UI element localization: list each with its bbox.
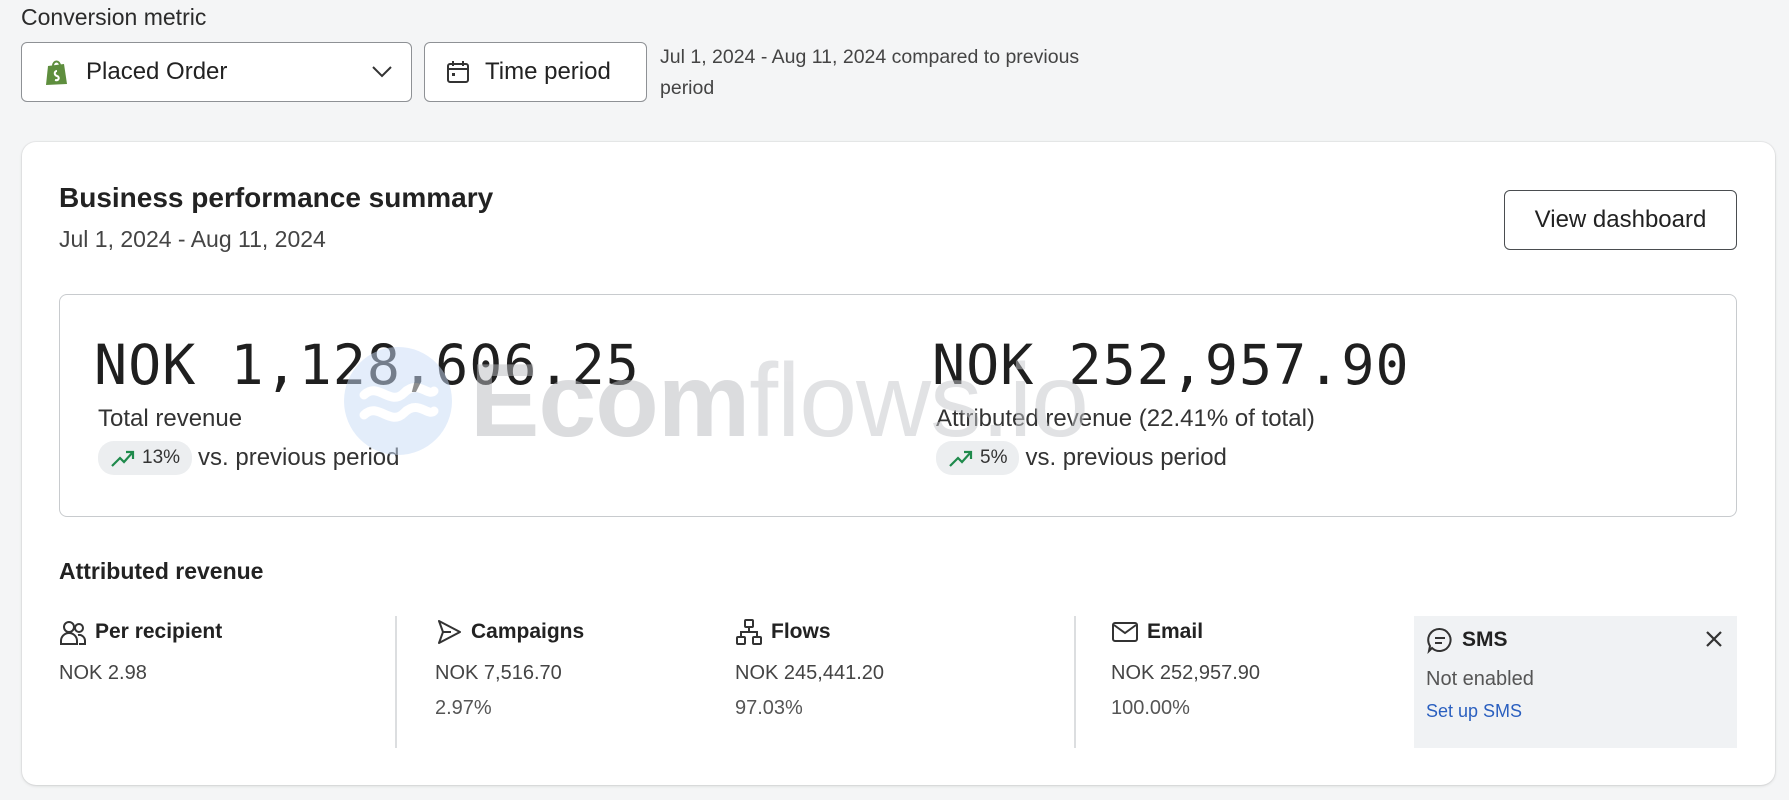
campaigns-value: NOK 7,516.70 xyxy=(435,662,562,684)
total-revenue-comparison: 13% vs. previous period xyxy=(98,441,640,475)
attributed-revenue-label: Attributed revenue (22.41% of total) xyxy=(936,405,1315,432)
conversion-metric-label: Conversion metric xyxy=(21,4,207,30)
change-value: 5% xyxy=(980,447,1008,468)
sms-label: SMS xyxy=(1462,628,1508,651)
card-date-range: Jul 1, 2024 - Aug 11, 2024 xyxy=(59,226,326,252)
attributed-revenue-stat: NOK 252,957.90 Attributed revenue (22.41… xyxy=(932,333,1410,475)
per-recipient-value: NOK 2.98 xyxy=(59,662,147,684)
attributed-revenue-title: Attributed revenue xyxy=(59,558,264,584)
email-pct: 100.00% xyxy=(1111,697,1190,719)
business-performance-card: Business performance summary Jul 1, 2024… xyxy=(22,142,1775,785)
shopify-icon xyxy=(46,60,67,85)
comparison-text: vs. previous period xyxy=(198,444,400,471)
attributed-revenue-value: NOK 252,957.90 xyxy=(932,333,1410,397)
email-label: Email xyxy=(1147,620,1204,643)
flows-icon xyxy=(736,619,762,645)
time-period-button[interactable]: Time period xyxy=(424,42,647,102)
total-revenue-stat: NOK 1,128,606.25 Total revenue 13% vs. p… xyxy=(94,333,640,475)
campaigns-label: Campaigns xyxy=(471,620,585,643)
change-value: 13% xyxy=(142,447,181,468)
email-metric: Email NOK 252,957.90 100.00% xyxy=(1111,616,1260,720)
send-icon xyxy=(438,620,461,644)
mail-icon xyxy=(1112,622,1138,642)
attributed-revenue-comparison: 5% vs. previous period xyxy=(936,441,1410,475)
period-description: Jul 1, 2024 - Aug 11, 2024 compared to p… xyxy=(660,46,1080,99)
change-badge: 13% xyxy=(98,441,193,475)
flows-pct: 97.03% xyxy=(735,697,803,719)
view-dashboard-button[interactable]: View dashboard xyxy=(1504,190,1737,250)
total-revenue-label: Total revenue xyxy=(98,405,243,432)
conversion-metric-select[interactable]: Placed Order xyxy=(21,42,412,102)
column-divider xyxy=(1074,616,1076,748)
comparison-text: vs. previous period xyxy=(1025,444,1227,471)
trend-up-icon xyxy=(111,450,135,467)
campaigns-pct: 2.97% xyxy=(435,697,492,719)
time-period-label: Time period xyxy=(485,58,611,85)
email-value: NOK 252,957.90 xyxy=(1111,662,1260,684)
card-title: Business performance summary xyxy=(59,182,494,213)
sms-metric-panel: SMS Not enabled Set up SMS xyxy=(1414,616,1737,748)
close-icon[interactable] xyxy=(1703,628,1725,650)
people-icon xyxy=(60,621,87,645)
campaigns-metric: Campaigns NOK 7,516.70 2.97% xyxy=(435,616,584,720)
chat-icon xyxy=(1427,627,1452,654)
chevron-down-icon xyxy=(372,66,392,78)
set-up-sms-link[interactable]: Set up SMS xyxy=(1426,701,1523,721)
change-badge: 5% xyxy=(936,441,1020,475)
column-divider xyxy=(395,616,397,748)
total-revenue-value: NOK 1,128,606.25 xyxy=(94,333,640,397)
revenue-summary-box: NOK 1,128,606.25 Total revenue 13% vs. p… xyxy=(59,294,1737,517)
metric-select-value: Placed Order xyxy=(86,58,228,85)
flows-metric: Flows NOK 245,441.20 97.03% xyxy=(735,616,884,720)
flows-label: Flows xyxy=(771,620,831,643)
sms-status: Not enabled xyxy=(1426,668,1534,690)
per-recipient-metric: Per recipient NOK 2.98 xyxy=(59,616,222,685)
per-recipient-label: Per recipient xyxy=(95,620,223,643)
flows-value: NOK 245,441.20 xyxy=(735,662,884,684)
trend-up-icon xyxy=(949,450,973,467)
calendar-icon xyxy=(447,61,469,83)
